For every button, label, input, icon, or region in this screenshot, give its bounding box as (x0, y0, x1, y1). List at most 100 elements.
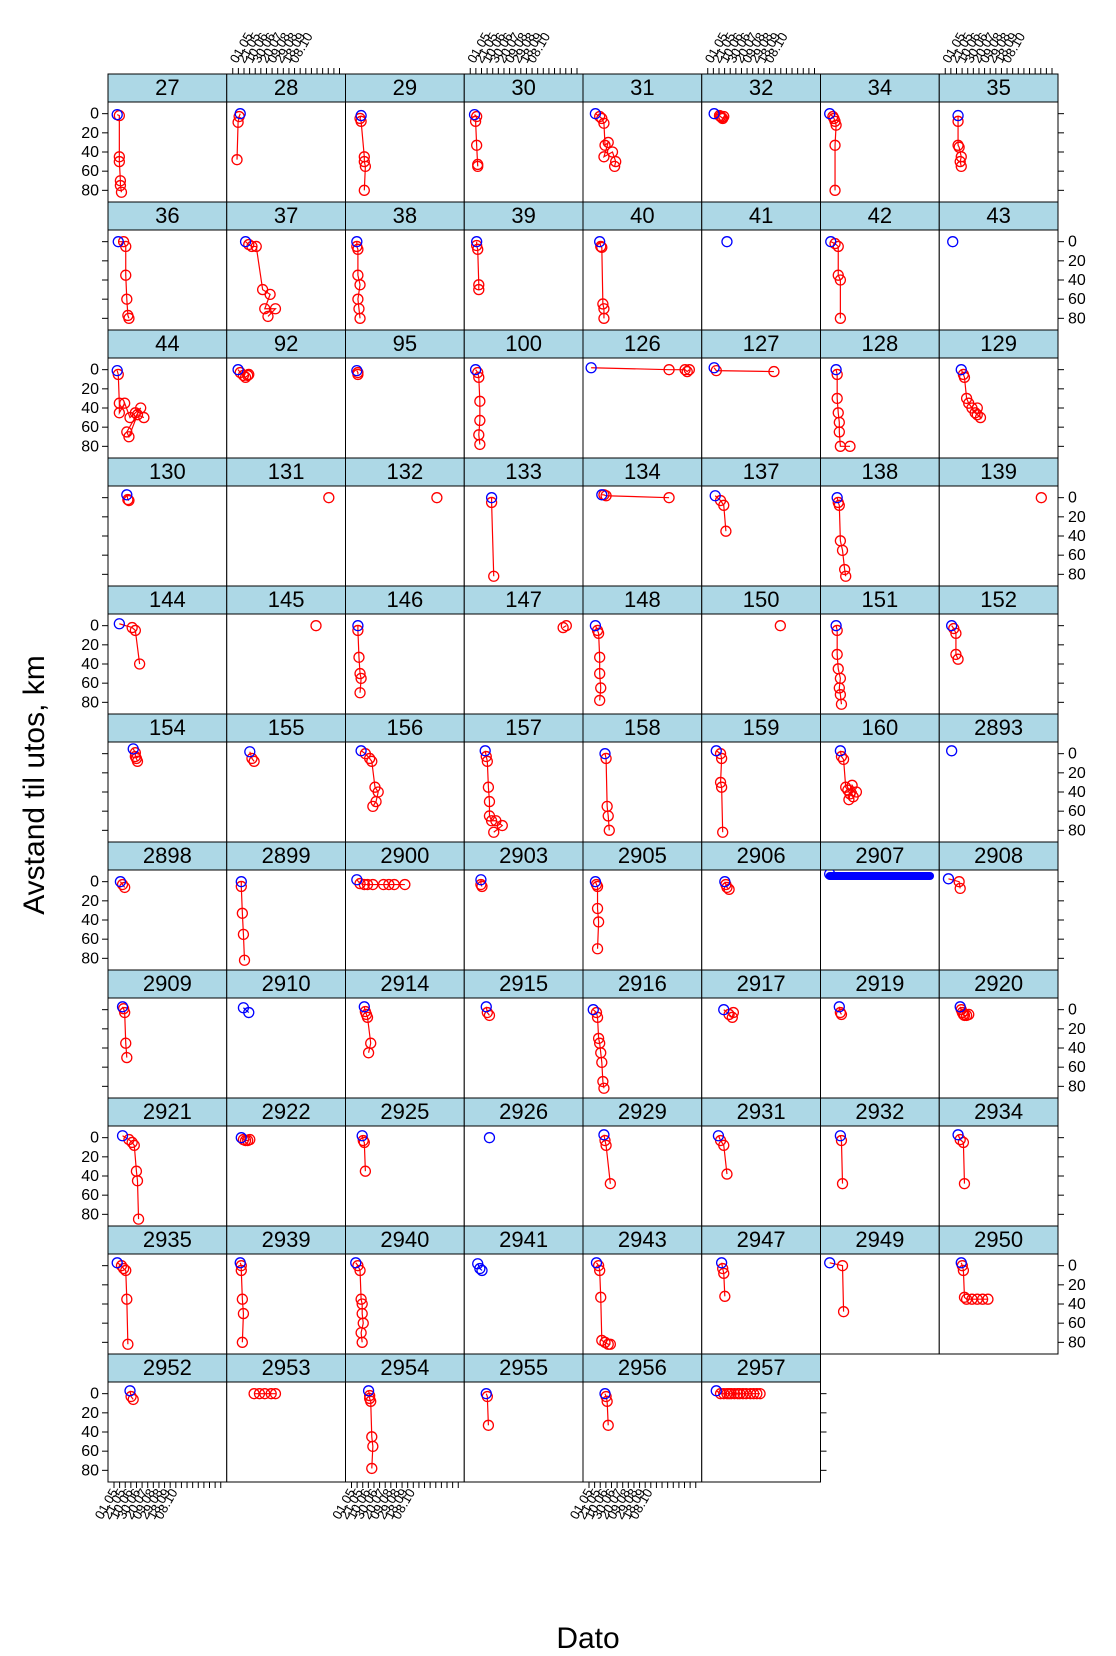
track-point (363, 1389, 376, 1402)
strip-label: 2906 (737, 843, 786, 868)
track-point (754, 1388, 766, 1400)
track-point (481, 1006, 493, 1019)
strip-label: 2947 (737, 1227, 786, 1252)
strip-label: 134 (624, 459, 661, 484)
first-point (112, 236, 124, 248)
track-point (829, 139, 841, 151)
y-tick-label: 80 (81, 438, 99, 455)
track-point (235, 1264, 247, 1277)
panel-40: 40 (582, 201, 703, 331)
y-axis-row-11: 0 20 40 60 80 (81, 1386, 827, 1479)
strip-label: 138 (862, 459, 899, 484)
track-point (740, 1388, 752, 1400)
plot-marks (590, 1257, 616, 1350)
plot-area (226, 741, 346, 843)
plot-marks (480, 1001, 496, 1022)
y-tick-label: 0 (90, 874, 99, 891)
y-tick-label: 60 (1068, 1059, 1086, 1076)
panel-2898: 2898 (107, 841, 228, 971)
first-point (942, 873, 955, 885)
y-tick-label: 0 (1068, 746, 1077, 763)
panel-2953: 2953 (226, 1353, 346, 1483)
plot-marks (557, 620, 572, 634)
plot-marks (589, 876, 605, 955)
track-point (323, 492, 335, 504)
plot-marks (824, 1257, 850, 1318)
first-point (124, 1385, 136, 1397)
strip-bg (345, 969, 465, 999)
strip-bg (582, 841, 703, 871)
track-point (362, 1047, 375, 1059)
strip-label: 100 (505, 331, 542, 356)
track-point (358, 1136, 370, 1149)
track-point (976, 1293, 989, 1305)
strip-label: 2943 (618, 1227, 667, 1252)
first-point (599, 748, 611, 760)
track-point (236, 1293, 249, 1305)
panel-2955: 2955 (463, 1353, 584, 1483)
y-tick-label: 0 (90, 1130, 99, 1147)
strip-label: 42 (868, 203, 892, 228)
first-point (834, 745, 847, 757)
track-point (355, 672, 367, 685)
panel-41: 41 (701, 201, 821, 331)
panel-150: 150 (701, 585, 821, 715)
x-axis-bottom-col-3: 01.0521.0510.0630.0620.0709.0829.0818.09… (329, 1482, 459, 1522)
strip-label: 129 (980, 331, 1017, 356)
panel-158: 158 (582, 713, 703, 843)
track-point (971, 402, 983, 414)
y-tick-label: 40 (1068, 1296, 1086, 1313)
panel-38: 38 (345, 201, 465, 331)
plot-marks (323, 492, 335, 504)
strip-label: 145 (268, 587, 305, 612)
track-point (608, 160, 621, 173)
track-point (388, 878, 400, 891)
plot-area (226, 101, 346, 203)
track-point (594, 1264, 606, 1277)
plot-marks (244, 746, 260, 767)
track-point (474, 438, 486, 451)
track-line (714, 495, 727, 532)
track-point (598, 117, 610, 129)
panel-29: 29 (345, 73, 465, 203)
plot-area (107, 613, 228, 715)
first-point (598, 1129, 610, 1141)
first-point (830, 364, 842, 376)
plot-area (107, 741, 228, 843)
first-point (235, 1132, 247, 1144)
plot-marks (127, 743, 144, 767)
track-point (602, 136, 614, 149)
first-point (594, 236, 606, 248)
plot-marks (111, 1257, 134, 1350)
first-point (232, 364, 244, 376)
strip-bg (820, 969, 940, 999)
track-point (253, 1388, 266, 1400)
track-point (835, 698, 848, 710)
plot-marks (431, 492, 443, 504)
y-tick-label: 20 (1068, 1277, 1086, 1294)
plot-marks (111, 108, 128, 198)
plot-marks (709, 490, 732, 537)
track-line (957, 1134, 966, 1184)
plot-area (938, 1125, 1059, 1227)
track-point (836, 1178, 849, 1190)
track-point (601, 1395, 613, 1407)
plot-area (701, 613, 821, 715)
track-point (131, 1175, 144, 1187)
track-line (562, 625, 567, 629)
panel-32: 32 (701, 73, 821, 203)
panel-2925: 2925 (345, 1097, 465, 1227)
track-point (834, 312, 847, 324)
plot-area (226, 229, 346, 331)
strip-bg (463, 457, 584, 487)
y-tick-label: 40 (81, 1424, 99, 1441)
strip-label: 34 (868, 75, 892, 100)
track-point (598, 1082, 610, 1094)
plot-area (463, 485, 584, 587)
first-point (824, 108, 836, 120)
track-point (488, 570, 500, 582)
plot-marks (712, 1130, 733, 1180)
y-tick-label: 20 (81, 637, 99, 654)
track-point (356, 1336, 368, 1348)
strip-bg (107, 73, 228, 103)
